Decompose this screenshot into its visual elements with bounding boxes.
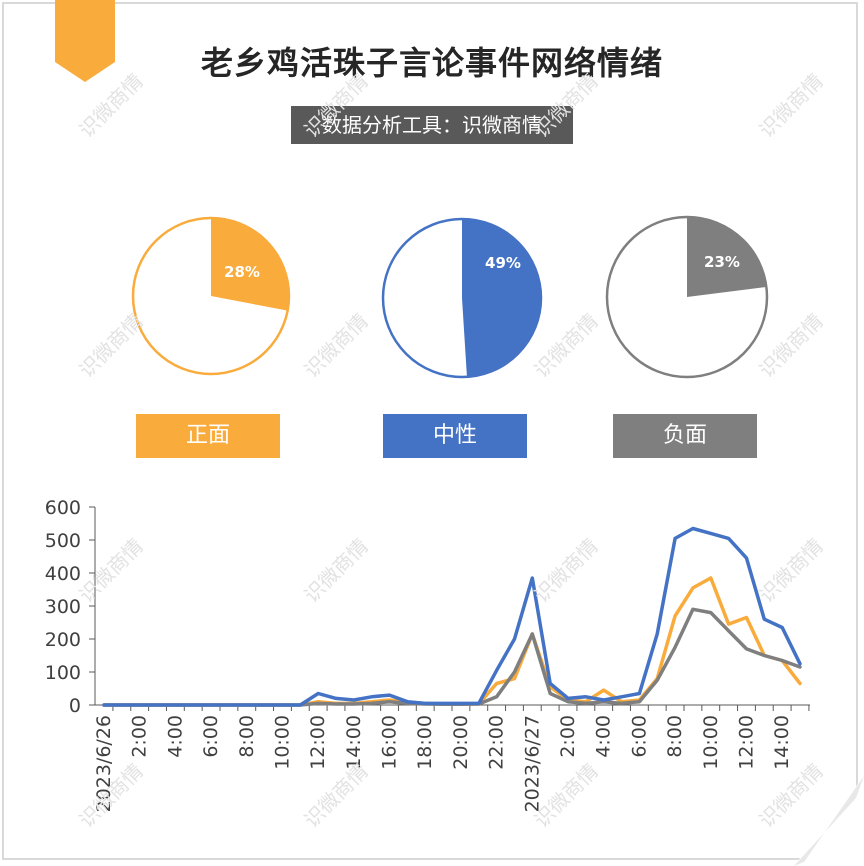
legend-positive: 正面 [136,414,280,458]
bookmark-ribbon [55,0,115,82]
page-curl [794,776,864,866]
page-title: 老乡鸡活珠子言论事件网络情绪 [200,44,663,82]
pie-neutral-svg: 49% [381,217,543,379]
page-curl-back [794,776,864,866]
pie-neutral: 49% [381,215,543,385]
pie-positive-slice [211,218,289,311]
pie-positive-label: 28% [224,263,260,281]
pie-negative-svg: 23% [605,215,769,379]
pie-negative: 23% [605,215,771,385]
pie-positive-svg: 28% [131,216,291,376]
legend-neutral: 中性 [383,414,527,458]
pie-negative-label: 23% [704,253,740,271]
pie-negative-slice [687,217,767,297]
pie-neutral-label: 49% [485,254,521,272]
subtitle-badge: 数据分析工具：识微商情 [291,106,573,144]
bookmark-shape [55,0,115,82]
legend-negative: 负面 [613,414,757,458]
pie-positive: 28% [130,215,292,381]
pie-neutral-slice [462,219,542,377]
